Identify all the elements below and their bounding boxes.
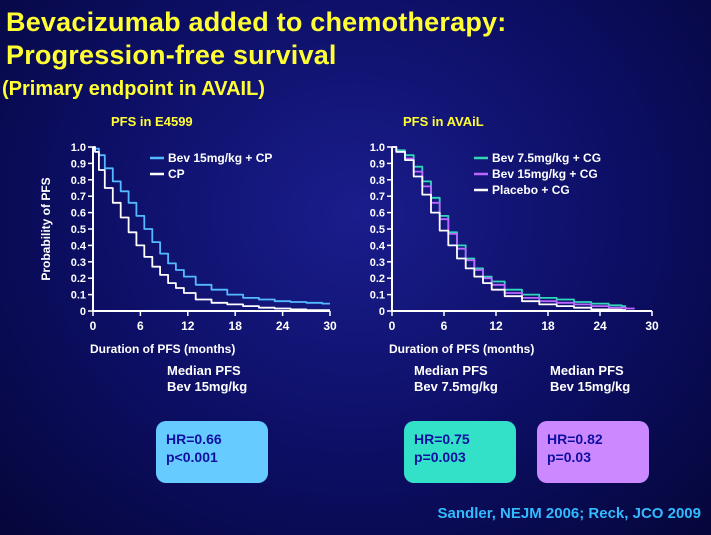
hr-value-avail-15: HR=0.82 (547, 431, 603, 447)
y-tick-label: 0.9 (370, 158, 385, 170)
y-tick-label: 0.5 (71, 224, 86, 236)
y-tick-label: 0.9 (71, 158, 86, 170)
y-tick-label: 0.7 (71, 191, 86, 203)
km-curve-avail-1 (392, 146, 635, 310)
y-tick-label: 0.7 (370, 191, 385, 203)
hr-box-avail-15: HR=0.82 p=0.03 (537, 421, 649, 483)
x-tick-label: 6 (441, 319, 448, 333)
slide-title: Bevacizumab added to chemotherapy: Progr… (6, 6, 506, 72)
x-tick-label: 30 (323, 319, 337, 333)
median-label-e4599: Median PFS Bev 15mg/kg (167, 363, 247, 395)
title-line-2: Progression-free survival (6, 40, 337, 70)
hr-value-avail-75: HR=0.75 (414, 431, 470, 447)
x-tick-label: 12 (181, 319, 195, 333)
y-tick-label: 0.6 (71, 208, 86, 220)
x-tick-label: 0 (389, 319, 396, 333)
km-curve-avail-2 (392, 146, 626, 311)
hr-box-e4599: HR=0.66 p<0.001 (156, 421, 268, 483)
y-tick-label: 0.2 (71, 273, 86, 285)
p-value-e4599: p<0.001 (166, 449, 218, 465)
x-tick-label: 18 (229, 319, 243, 333)
y-tick-label: 0 (379, 306, 385, 318)
y-tick-label: 0.5 (370, 224, 385, 236)
median-label-avail-75: Median PFS Bev 7.5mg/kg (414, 363, 498, 395)
source-citation: Sandler, NEJM 2006; Reck, JCO 2009 (437, 505, 701, 522)
chart-title-avail: PFS in AVAiL (403, 114, 484, 129)
x-tick-label: 30 (645, 319, 659, 333)
chart-avail: 0 0.1 0.2 0.3 0.4 0.5 0.6 0.7 0.8 0.9 1.0 0 6 12 18 24 3… (370, 142, 659, 356)
title-line-1: Bevacizumab added to chemotherapy: (6, 7, 507, 37)
y-tick-label: 0 (80, 306, 86, 318)
y-tick-label: 0.8 (71, 175, 86, 187)
legend-label: CP (168, 167, 185, 181)
median-label-avail-15-line2: Bev 15mg/kg (550, 379, 631, 394)
x-tick-label: 12 (489, 319, 503, 333)
y-tick-label: 0.3 (71, 257, 86, 269)
km-curve-e4599-0 (93, 146, 330, 305)
hr-value-e4599: HR=0.66 (166, 431, 222, 447)
median-label-e4599-line1: Median PFS (167, 363, 241, 378)
x-axis-label: Duration of PFS (months) (90, 342, 235, 356)
y-tick-label: 1.0 (370, 142, 385, 154)
y-tick-label: 0.8 (370, 175, 385, 187)
x-tick-label: 18 (541, 319, 555, 333)
y-tick-label: 0.1 (370, 290, 385, 302)
y-axis-label: Probability of PFS (39, 177, 53, 280)
slide-subtitle: (Primary endpoint in AVAIL) (2, 78, 265, 100)
median-label-avail-75-line2: Bev 7.5mg/kg (414, 379, 498, 394)
y-tick-label: 0.4 (370, 240, 386, 252)
chart-e4599: 0 0.1 0.2 0.3 0.4 0.5 0.6 0.7 0.8 0.9 1.0 0 6 12 18 24 3… (39, 142, 337, 356)
x-axis-label: Duration of PFS (months) (389, 342, 534, 356)
legend-label: Bev 15mg/kg + CG (492, 167, 598, 181)
y-tick-label: 0.3 (370, 257, 385, 269)
y-tick-label: 1.0 (71, 142, 86, 154)
legend-label: Placebo + CG (492, 183, 570, 197)
x-tick-label: 0 (90, 319, 97, 333)
x-tick-label: 24 (276, 319, 290, 333)
y-tick-label: 0.2 (370, 273, 385, 285)
p-value-avail-75: p=0.003 (414, 449, 466, 465)
legend-label: Bev 7.5mg/kg + CG (492, 151, 601, 165)
median-label-e4599-line2: Bev 15mg/kg (167, 379, 248, 394)
median-label-avail-15: Median PFS Bev 15mg/kg (550, 363, 630, 395)
x-tick-label: 24 (593, 319, 607, 333)
median-label-avail-75-line1: Median PFS (414, 363, 488, 378)
p-value-avail-15: p=0.03 (547, 449, 591, 465)
median-label-avail-15-line1: Median PFS (550, 363, 624, 378)
y-tick-label: 0.4 (71, 240, 87, 252)
chart-title-e4599: PFS in E4599 (111, 114, 193, 129)
legend-label: Bev 15mg/kg + CP (168, 151, 272, 165)
hr-box-avail-75: HR=0.75 p=0.003 (404, 421, 516, 483)
x-tick-label: 6 (137, 319, 144, 333)
km-curve-e4599-1 (93, 146, 330, 312)
y-tick-label: 0.1 (71, 290, 86, 302)
y-tick-label: 0.6 (370, 208, 385, 220)
